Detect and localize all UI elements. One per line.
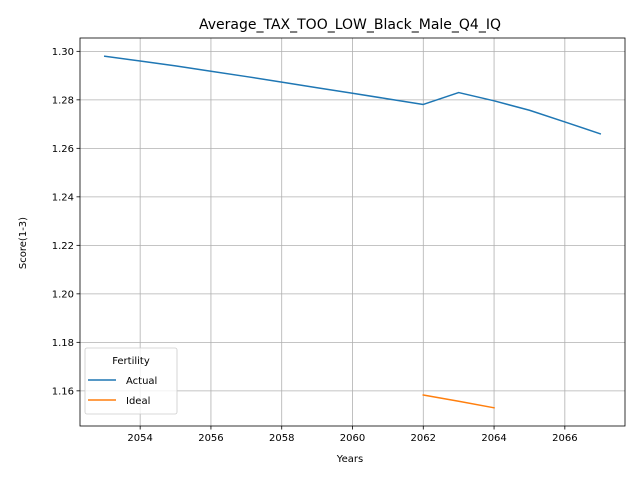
x-axis-label: Years [336,454,363,465]
y-axis-ticks: 1.16 1.18 1.20 1.22 1.24 1.26 1.28 1.30 [52,47,80,398]
series-line-ideal [423,395,494,408]
y-tick-label: 1.30 [52,47,74,58]
y-tick-label: 1.28 [52,95,74,106]
y-tick-label: 1.26 [52,144,74,155]
legend-entry-ideal: Ideal [126,396,150,407]
x-tick-label: 2058 [269,433,294,444]
legend: Fertility Actual Ideal [85,348,177,414]
x-tick-label: 2062 [411,433,436,444]
x-tick-label: 2060 [340,433,365,444]
x-tick-label: 2066 [552,433,577,444]
legend-title: Fertility [112,356,150,367]
legend-entry-actual: Actual [126,376,157,387]
y-tick-label: 1.24 [52,192,74,203]
y-tick-label: 1.22 [52,241,74,252]
y-tick-label: 1.18 [52,338,74,349]
x-tick-label: 2064 [481,433,506,444]
x-tick-label: 2056 [198,433,223,444]
y-tick-label: 1.20 [52,289,74,300]
x-tick-label: 2054 [127,433,152,444]
y-tick-label: 1.16 [52,386,74,397]
chart-title: Average_TAX_TOO_LOW_Black_Male_Q4_IQ [199,17,501,33]
y-axis-label: Score(1-3) [18,217,29,269]
x-axis-ticks: 2054 2056 2058 2060 2062 2064 2066 [127,426,577,444]
